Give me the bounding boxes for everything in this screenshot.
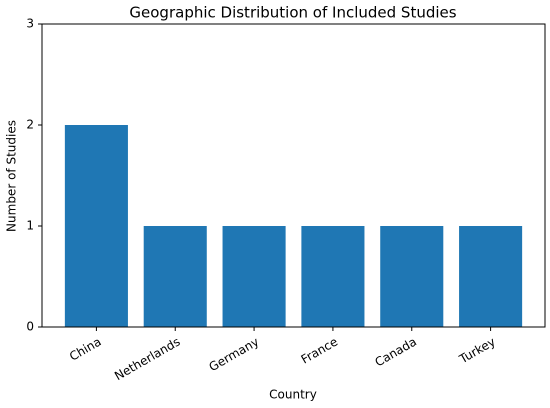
chart-title: Geographic Distribution of Included Stud…	[129, 4, 456, 22]
x-axis-label: Country	[269, 388, 317, 402]
x-tick-label: France	[299, 335, 341, 367]
bar	[380, 226, 444, 327]
x-tick-label: Canada	[372, 335, 419, 370]
x-tick-label: China	[67, 335, 104, 364]
x-tick-label: Netherlands	[112, 335, 182, 384]
y-axis-label: Number of Studies	[5, 120, 19, 232]
x-tick-label: Turkey	[456, 335, 498, 367]
y-tick-label: 0	[26, 320, 34, 334]
bar	[459, 226, 523, 327]
bar	[301, 226, 365, 327]
plot-frame	[41, 23, 546, 328]
x-tick-label: Germany	[207, 335, 262, 375]
y-tick-label: 3	[26, 17, 34, 31]
y-tick-label: 2	[26, 118, 34, 132]
bar	[64, 125, 128, 327]
bar	[143, 226, 207, 327]
bar	[222, 226, 286, 327]
y-tick-label: 1	[26, 219, 34, 233]
